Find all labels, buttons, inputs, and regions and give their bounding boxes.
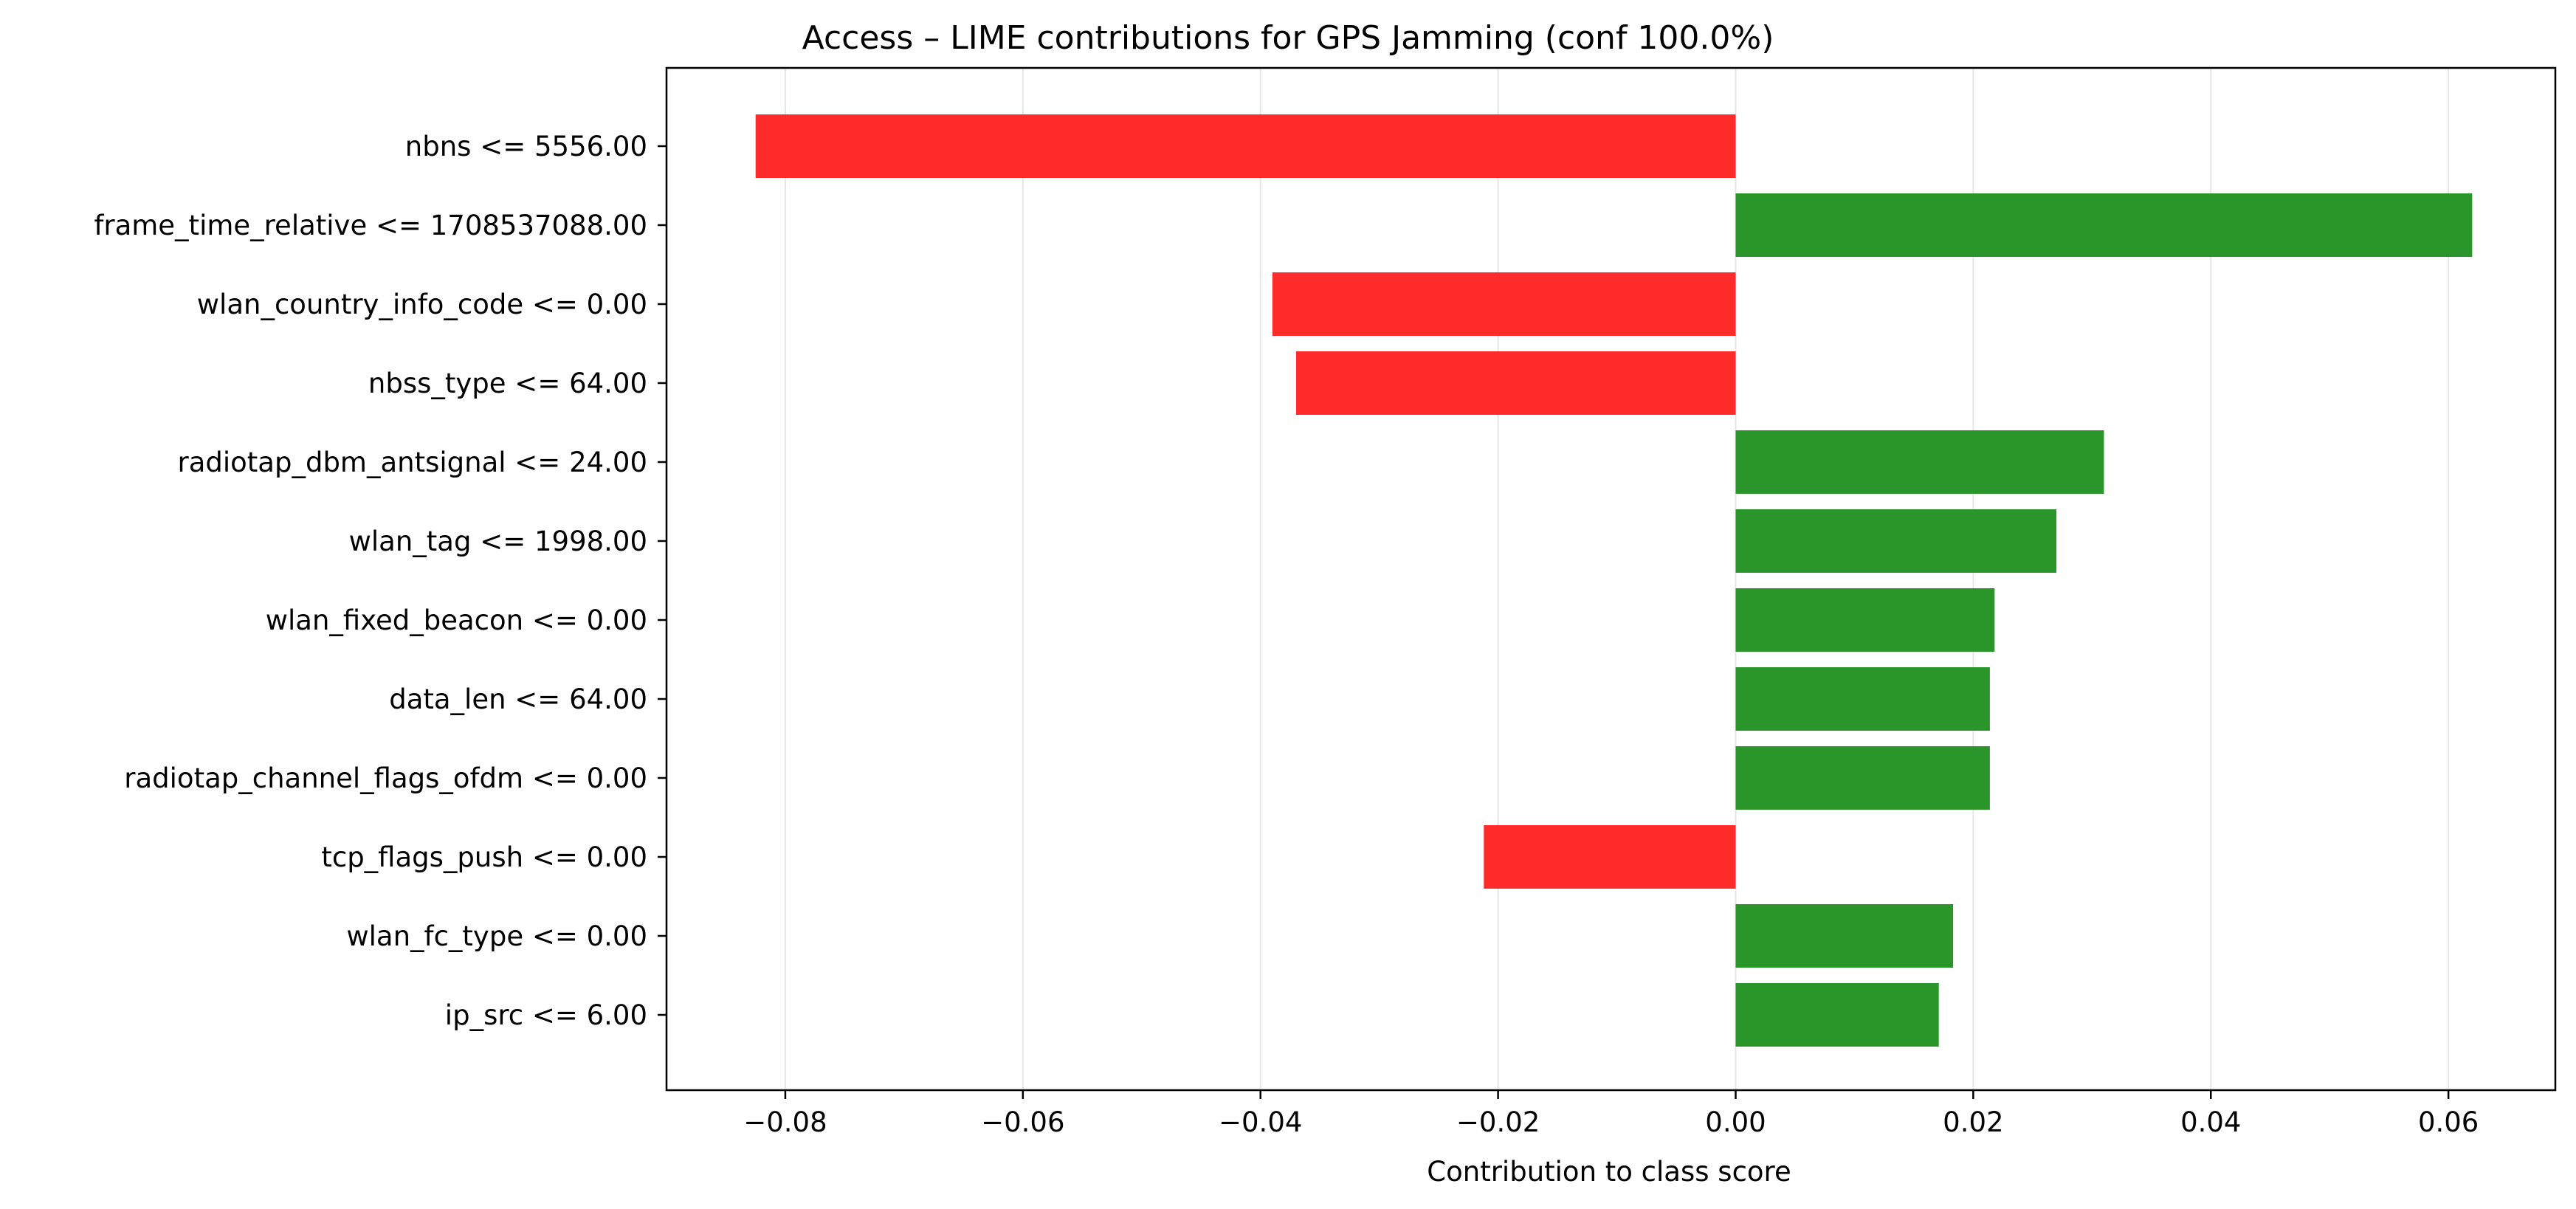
x-tick-label: 0.02	[1943, 1106, 2003, 1138]
y-tick-label: wlan_fixed_beacon <= 0.00	[266, 604, 647, 636]
bar	[755, 114, 1736, 178]
x-tick-label: 0.06	[2418, 1106, 2479, 1138]
x-tick-label: −0.04	[1219, 1106, 1302, 1138]
bar	[1735, 430, 2104, 494]
y-tick-label: frame_time_relative <= 1708537088.00	[94, 210, 647, 241]
y-tick-label: wlan_country_info_code <= 0.00	[197, 289, 647, 320]
y-tick-label: wlan_tag <= 1998.00	[349, 526, 647, 557]
bar	[1296, 351, 1736, 415]
x-tick-label: −0.08	[743, 1106, 827, 1138]
y-tick-labels: nbns <= 5556.00 frame_time_relative <= 17…	[94, 131, 667, 1031]
bar	[1735, 667, 1990, 731]
y-tick-label: nbns <= 5556.00	[405, 131, 647, 162]
x-tick-label: 0.04	[2180, 1106, 2241, 1138]
y-tick-label: nbss_type <= 64.00	[368, 368, 647, 399]
y-tick-label: data_len <= 64.00	[389, 683, 647, 715]
y-tick-label: tcp_flags_push <= 0.00	[321, 841, 647, 873]
x-tick-label: −0.06	[981, 1106, 1064, 1138]
bar	[1735, 193, 2473, 257]
y-tick-label: radiotap_dbm_antsignal <= 24.00	[178, 447, 648, 478]
bar	[1735, 904, 1954, 968]
bar	[1735, 746, 1990, 810]
bar	[1735, 983, 1939, 1047]
bar	[1735, 588, 1995, 652]
plot-frame	[665, 66, 2557, 1092]
bar	[1735, 509, 2057, 573]
x-tick-label: 0.00	[1705, 1106, 1766, 1138]
chart-title: Access – LIME contributions for GPS Jamm…	[802, 19, 1774, 57]
x-axis-label: Contribution to class score	[1427, 1156, 1791, 1188]
bar	[1272, 272, 1736, 336]
x-tick-labels: −0.08 −0.06 −0.04 −0.02 0.00 0.02 0.04 0.06	[743, 1090, 2479, 1138]
bar	[1484, 825, 1736, 889]
y-tick-label: radiotap_channel_flags_ofdm <= 0.00	[124, 762, 647, 794]
y-tick-label: wlan_fc_type <= 0.00	[346, 920, 647, 952]
y-tick-label: ip_src <= 6.00	[445, 999, 647, 1031]
x-tick-label: −0.02	[1456, 1106, 1540, 1138]
bars	[755, 114, 2473, 1047]
